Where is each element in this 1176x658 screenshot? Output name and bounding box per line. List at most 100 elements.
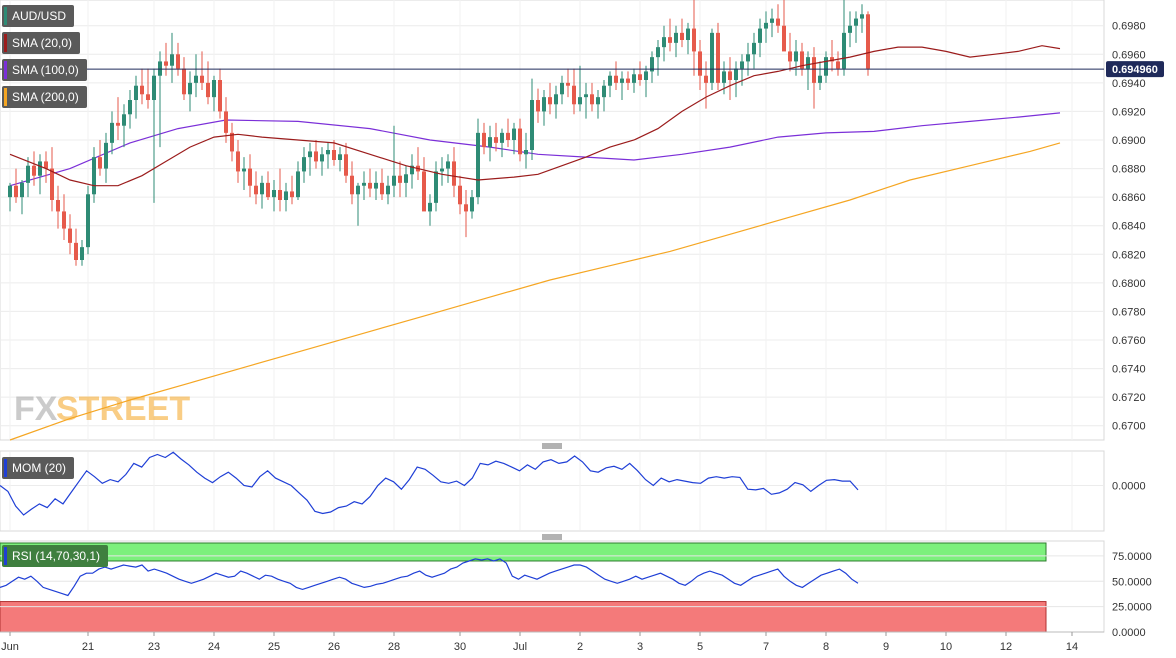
candle	[668, 18, 672, 52]
mom-swatch	[4, 459, 7, 477]
momentum-panel-splitter[interactable]	[0, 532, 1104, 541]
candle-body	[464, 204, 468, 212]
candle	[434, 161, 438, 212]
candle	[272, 180, 276, 212]
candle	[596, 90, 600, 119]
momentum-path	[0, 451, 859, 516]
candle	[254, 171, 258, 205]
candle-body	[182, 68, 186, 95]
candle	[350, 161, 354, 205]
candle	[80, 240, 84, 266]
candle-body	[374, 182, 378, 189]
candle-body	[704, 75, 708, 83]
candle-body	[440, 168, 444, 172]
candle-body	[560, 82, 564, 95]
candle	[764, 11, 768, 43]
candle	[74, 228, 78, 266]
legend-symbol[interactable]: AUD/USD	[2, 5, 75, 27]
price-tick-label: 0.6720	[1112, 392, 1146, 404]
candle-body	[404, 174, 408, 183]
candle	[218, 68, 222, 119]
candle	[830, 40, 834, 72]
price-panel-splitter[interactable]	[0, 441, 1104, 450]
price-tick-label: 0.6940	[1112, 78, 1146, 90]
candle-body	[332, 150, 336, 160]
candle-body	[812, 57, 816, 83]
momentum-panel[interactable]: 0.0000	[0, 450, 1146, 532]
price-tick-label: 0.6700	[1112, 421, 1146, 433]
candle	[776, 4, 780, 33]
candle-body	[20, 182, 24, 198]
candle-body	[266, 182, 270, 198]
candle	[614, 61, 618, 90]
candle-body	[398, 175, 402, 183]
candle-body	[56, 200, 60, 212]
candle	[866, 11, 870, 76]
candle	[374, 171, 378, 200]
candle-body	[218, 80, 222, 112]
candle-body	[248, 168, 252, 186]
candle	[290, 175, 294, 205]
candle-body	[572, 85, 576, 105]
candle	[602, 80, 606, 112]
candle-body	[488, 137, 492, 148]
candle	[104, 132, 108, 183]
candle-body	[710, 32, 714, 83]
time-tick-label: 12	[1000, 641, 1012, 653]
candle-body	[302, 157, 306, 172]
candle-body	[278, 190, 282, 200]
time-tick-label: 5	[697, 641, 703, 653]
candle	[446, 154, 450, 183]
price-tick-label: 0.6820	[1112, 249, 1146, 261]
candle	[386, 175, 390, 205]
price-panel[interactable]: FX STREET 0.6980 0.6960 0.6940 0.6920 0.6900…	[0, 0, 1164, 441]
candle	[488, 125, 492, 162]
watermark-fx: FX	[14, 390, 58, 428]
candle	[566, 68, 570, 98]
candle-body	[842, 32, 846, 69]
candle-body	[212, 80, 216, 98]
momentum-panel-background	[0, 450, 1105, 532]
candle	[98, 140, 102, 176]
time-tick-label: 24	[208, 641, 220, 653]
candle-body	[284, 191, 288, 200]
candle-body	[368, 182, 372, 189]
rsi-tick-label: 25.0000	[1112, 602, 1152, 614]
candle-body	[824, 57, 828, 76]
legend-sma200[interactable]: SMA (200,0)	[2, 86, 87, 108]
candle	[686, 22, 690, 55]
rsi-panel[interactable]: 75.0000 50.0000 25.0000 0.0000	[0, 540, 1152, 639]
candle-body	[638, 74, 642, 80]
candle-body	[512, 128, 516, 140]
candle	[284, 182, 288, 212]
candle-body	[854, 18, 858, 26]
legend-sma20[interactable]: SMA (20,0)	[2, 32, 81, 54]
candle-body	[170, 54, 174, 66]
candle-body	[800, 51, 804, 69]
candle-body	[152, 75, 156, 100]
legend-rsi[interactable]: RSI (14,70,30,1)	[2, 545, 109, 567]
candle	[170, 32, 174, 83]
candle	[548, 82, 552, 115]
candle	[716, 22, 720, 90]
candle-body	[314, 151, 318, 162]
legend-sma100[interactable]: SMA (100,0)	[2, 59, 87, 81]
candle-body	[50, 168, 54, 200]
candle-body	[632, 74, 636, 83]
candle-body	[188, 82, 192, 95]
candle	[116, 97, 120, 140]
candle-body	[242, 168, 246, 172]
legend-mom[interactable]: MOM (20)	[2, 457, 74, 479]
candle-body	[728, 71, 732, 80]
candle-body	[224, 111, 228, 133]
candle	[620, 71, 624, 100]
candle	[674, 25, 678, 58]
candle	[590, 82, 594, 112]
candle	[572, 68, 576, 115]
candle-body	[734, 68, 738, 80]
candle-body	[860, 14, 864, 19]
candle	[20, 180, 24, 215]
time-tick-label: 8	[823, 641, 829, 653]
candle-body	[662, 37, 666, 48]
